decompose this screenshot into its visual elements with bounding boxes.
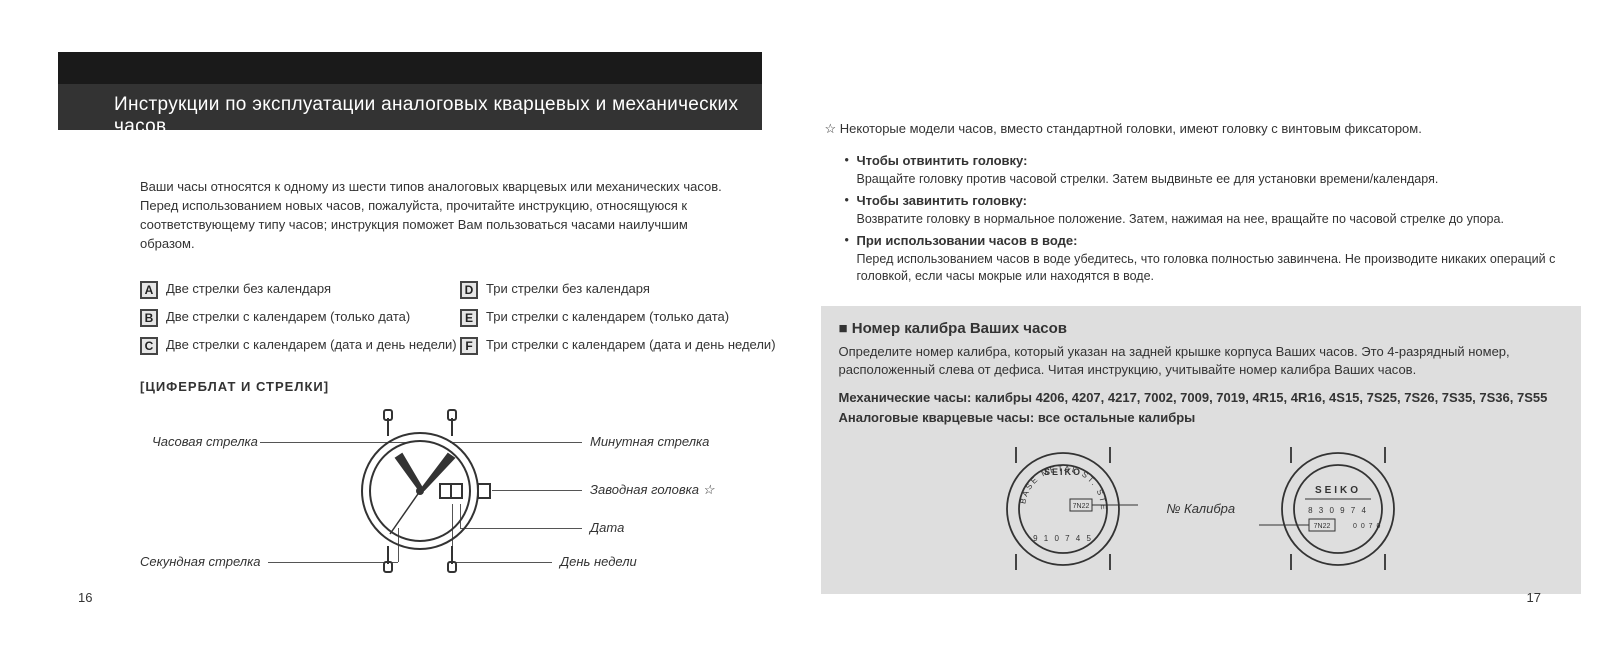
- header-block: Инструкции по эксплуатации аналоговых кв…: [0, 52, 762, 130]
- type-key: C: [140, 337, 158, 355]
- type-a: A Две стрелки без календаря: [140, 281, 460, 299]
- type-e: E Три стрелки с календарем (только дата): [460, 309, 780, 327]
- type-f: F Три стрелки с календарем (дата и день …: [460, 337, 780, 355]
- svg-text:0 0 7 0: 0 0 7 0: [1353, 523, 1381, 530]
- type-key: D: [460, 281, 478, 299]
- calibre-mech: Механические часы: калибры 4206, 4207, 4…: [839, 389, 1564, 407]
- bullet-head: При использовании часов в воде:: [857, 233, 1078, 248]
- label-hour: Часовая стрелка: [152, 434, 258, 449]
- crown-note: ☆ Некоторые модели часов, вместо стандар…: [825, 120, 1601, 138]
- bullet-head: Чтобы отвинтить головку:: [857, 153, 1028, 168]
- type-d: D Три стрелки без календаря: [460, 281, 780, 299]
- calibre-title: Номер калибра Ваших часов: [839, 320, 1564, 337]
- svg-text:SEIKO: SEIKO: [1315, 485, 1361, 496]
- bullet-body: Перед использованием часов в воде убедит…: [857, 252, 1556, 284]
- caseback-2-icon: SEIKO 8 3 0 9 7 4 7N22 0 0 7 0: [1253, 441, 1423, 576]
- intro-text: Ваши часы относятся к одному из шести ти…: [140, 178, 740, 253]
- type-grid: A Две стрелки без календаря D Три стрелк…: [140, 281, 760, 355]
- type-key: B: [140, 309, 158, 327]
- bullet-body: Вращайте головку против часовой стрелки.…: [857, 172, 1439, 186]
- watch-diagram: Часовая стрелка Секундная стрелка Минутн…: [140, 396, 760, 586]
- label-date: Дата: [590, 520, 624, 535]
- label-crown: Заводная головка ☆: [590, 482, 714, 498]
- type-key: E: [460, 309, 478, 327]
- type-c: C Две стрелки с календарем (дата и день …: [140, 337, 460, 355]
- dial-section-title: [ЦИФЕРБЛАТ И СТРЕЛКИ]: [140, 379, 801, 394]
- calibre-quartz: Аналоговые кварцевые часы: все остальные…: [839, 409, 1564, 427]
- crown-instructions: Чтобы отвинтить головку: Вращайте головк…: [845, 152, 1601, 286]
- type-label: Две стрелки с календарем (только дата): [166, 309, 410, 324]
- type-label: Три стрелки без календаря: [486, 281, 650, 296]
- type-label: Три стрелки с календарем (только дата): [486, 309, 729, 324]
- label-day: День недели: [560, 554, 637, 569]
- calibre-body: Определите номер калибра, который указан…: [839, 343, 1564, 379]
- svg-text:7N22: 7N22: [1073, 503, 1090, 510]
- type-b: B Две стрелки с календарем (только дата): [140, 309, 460, 327]
- page-number-left: 16: [78, 590, 92, 605]
- type-label: Три стрелки с календарем (дата и день не…: [486, 337, 776, 352]
- svg-text:7N22: 7N22: [1314, 523, 1331, 530]
- type-label: Две стрелки без календаря: [166, 281, 331, 296]
- black-bar: [58, 52, 762, 84]
- svg-text:SEIKO: SEIKO: [1044, 467, 1082, 477]
- type-key: A: [140, 281, 158, 299]
- label-minute: Минутная стрелка: [590, 434, 709, 449]
- svg-text:9 1 0 7 4 5: 9 1 0 7 4 5: [1033, 534, 1093, 543]
- page-title: Инструкции по эксплуатации аналоговых кв…: [58, 84, 762, 130]
- bullet-body: Возвратите головку в нормальное положени…: [857, 212, 1504, 226]
- page-number-right: 17: [1527, 590, 1541, 605]
- caseback-1-icon: BASE METAL ST. STEEL BACK SEIKO 9 1 0 7 …: [978, 441, 1148, 576]
- calibre-box: Номер калибра Ваших часов Определите ном…: [821, 306, 1582, 595]
- type-key: F: [460, 337, 478, 355]
- calibre-label: № Калибра: [1166, 501, 1235, 516]
- svg-text:8 3 0 9 7 4: 8 3 0 9 7 4: [1308, 506, 1368, 515]
- type-label: Две стрелки с календарем (дата и день не…: [166, 337, 457, 352]
- label-second: Секундная стрелка: [140, 554, 260, 569]
- bullet-head: Чтобы завинтить головку:: [857, 193, 1027, 208]
- watch-icon: [350, 406, 500, 576]
